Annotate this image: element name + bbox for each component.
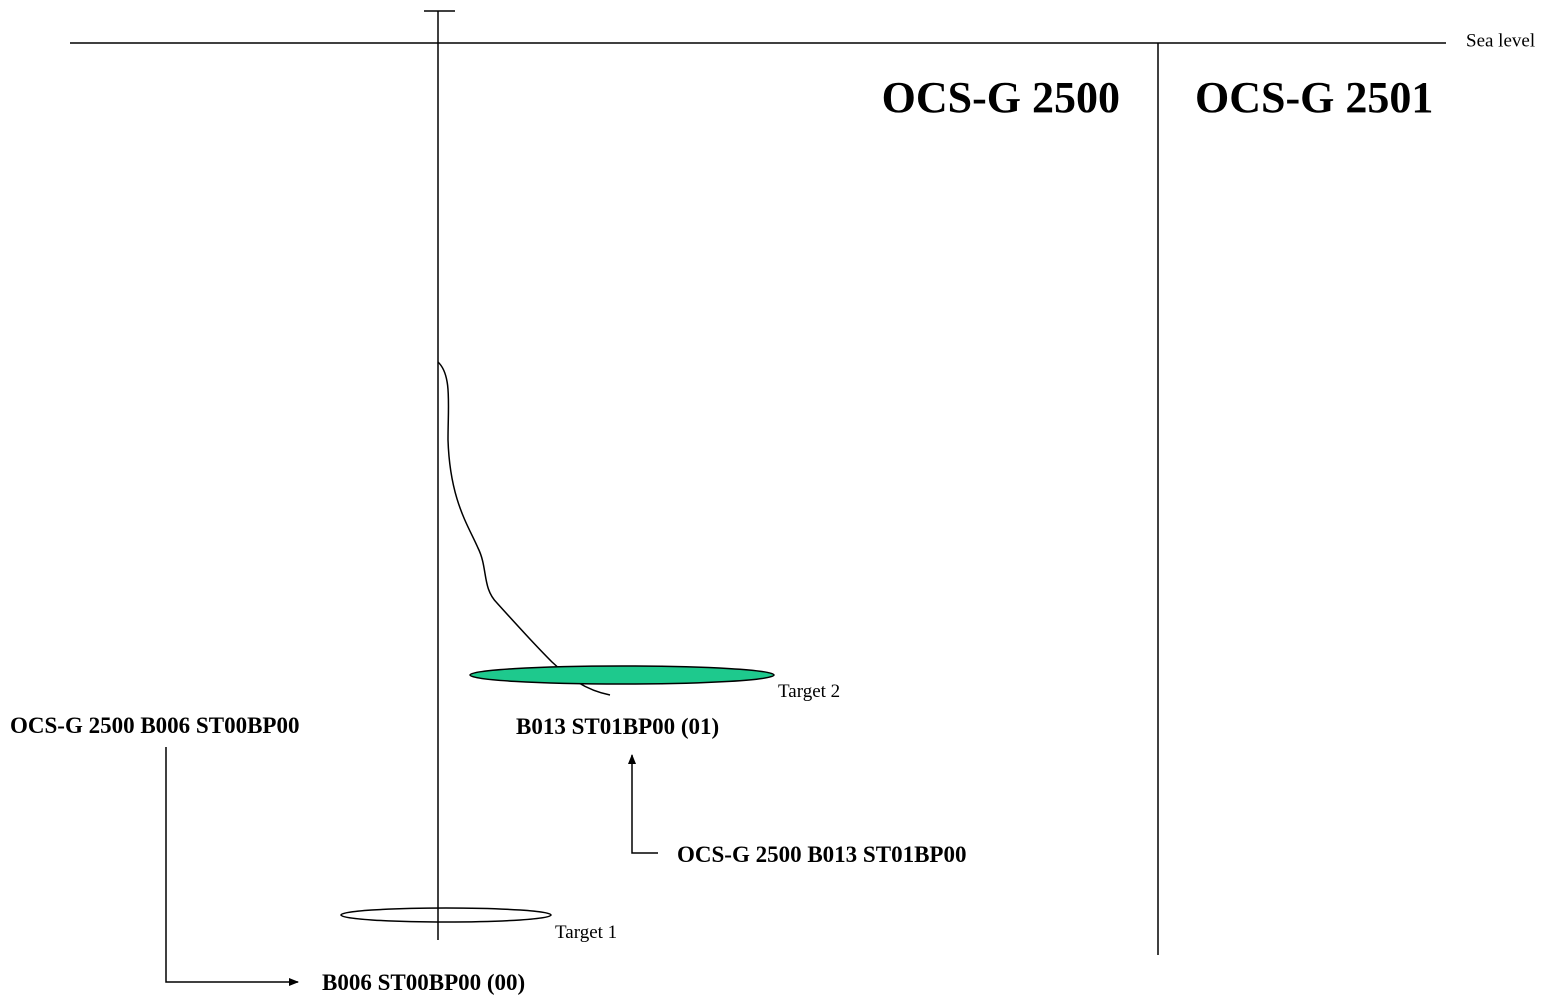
- mid-connector-arrow: [628, 754, 658, 854]
- origin-left-label: OCS-G 2500 B006 ST00BP00: [10, 713, 299, 738]
- result-left-label: B006 ST00BP00 (00): [322, 970, 525, 995]
- sidetrack-wellbore: [437, 361, 611, 696]
- origin-mid-label: OCS-G 2500 B013 ST01BP00: [677, 842, 966, 867]
- sea-level-label: Sea level: [1466, 30, 1535, 51]
- lease-label-left: OCS-G 2500: [882, 73, 1120, 122]
- left-connector-arrow: [165, 747, 299, 986]
- target-2-label: Target 2: [778, 681, 840, 702]
- target-1-label: Target 1: [555, 922, 617, 943]
- lease-label-right: OCS-G 2501: [1195, 73, 1433, 122]
- result-mid-label: B013 ST01BP00 (01): [516, 714, 719, 739]
- target-1-ellipse: [340, 907, 552, 923]
- target-2-ellipse: [469, 665, 775, 685]
